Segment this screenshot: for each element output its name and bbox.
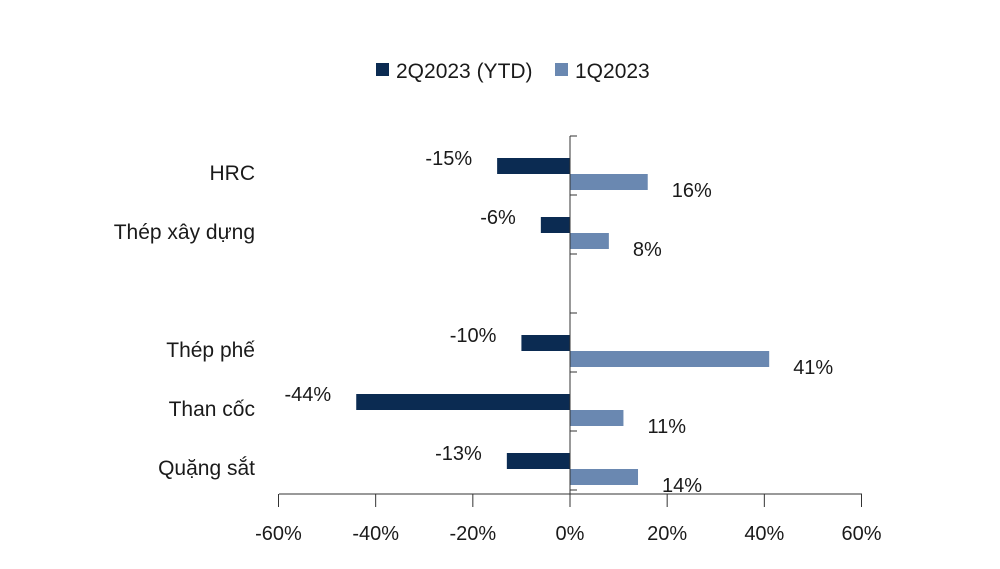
category-label-4: Than cốc <box>169 398 255 421</box>
bar-series1-cat-1 <box>540 217 570 233</box>
legend: 2Q2023 (YTD) 1Q2023 <box>376 60 650 83</box>
bar-series2-cat-1 <box>570 233 609 249</box>
bar-series2-cat-0 <box>570 174 648 190</box>
x-tick-label-6: 60% <box>841 523 881 545</box>
category-label-3: Thép phế <box>166 339 255 362</box>
data-label-series1-cat-3: -10% <box>450 325 497 347</box>
data-label-series2-cat-3: 41% <box>793 357 833 379</box>
data-label-series1-cat-4: -44% <box>285 384 332 406</box>
data-label-series1-cat-1: -6% <box>480 207 516 229</box>
legend-swatch-2 <box>555 63 568 76</box>
bar-series1-cat-3 <box>521 335 570 351</box>
bars <box>356 158 770 485</box>
x-tick-label-1: -40% <box>352 523 399 545</box>
data-label-series1-cat-0: -15% <box>425 148 472 170</box>
data-label-series1-cat-5: -13% <box>435 443 482 465</box>
x-tick-label-0: -60% <box>255 523 302 545</box>
data-label-series2-cat-0: 16% <box>672 180 712 202</box>
x-tick-label-4: 20% <box>647 523 687 545</box>
bar-series2-cat-4 <box>570 410 624 426</box>
axes: -60% -40% -20% 0% 20% 40% 60% <box>255 135 882 545</box>
x-tick-label-2: -20% <box>449 523 496 545</box>
data-label-series2-cat-1: 8% <box>633 239 662 261</box>
bar-series1-cat-0 <box>497 158 570 174</box>
labels: -15% 16% HRC -6% 8% Thép xây dựng -10% 41% Thép … <box>114 148 834 497</box>
x-tick-label-5: 40% <box>744 523 784 545</box>
data-label-series2-cat-5: 14% <box>662 475 702 497</box>
legend-label-2: 1Q2023 <box>575 60 650 83</box>
category-label-0: HRC <box>210 162 256 185</box>
bar-series2-cat-3 <box>570 351 770 367</box>
legend-label-1: 2Q2023 (YTD) <box>396 60 533 83</box>
category-label-1: Thép xây dựng <box>114 221 255 244</box>
legend-swatch-1 <box>376 63 389 76</box>
bar-series1-cat-4 <box>356 394 570 410</box>
bar-series2-cat-5 <box>570 469 639 485</box>
data-label-series2-cat-4: 11% <box>647 416 686 438</box>
x-tick-label-3: 0% <box>556 523 585 545</box>
category-label-5: Quặng sắt <box>158 457 255 480</box>
bar-series1-cat-5 <box>506 453 570 469</box>
